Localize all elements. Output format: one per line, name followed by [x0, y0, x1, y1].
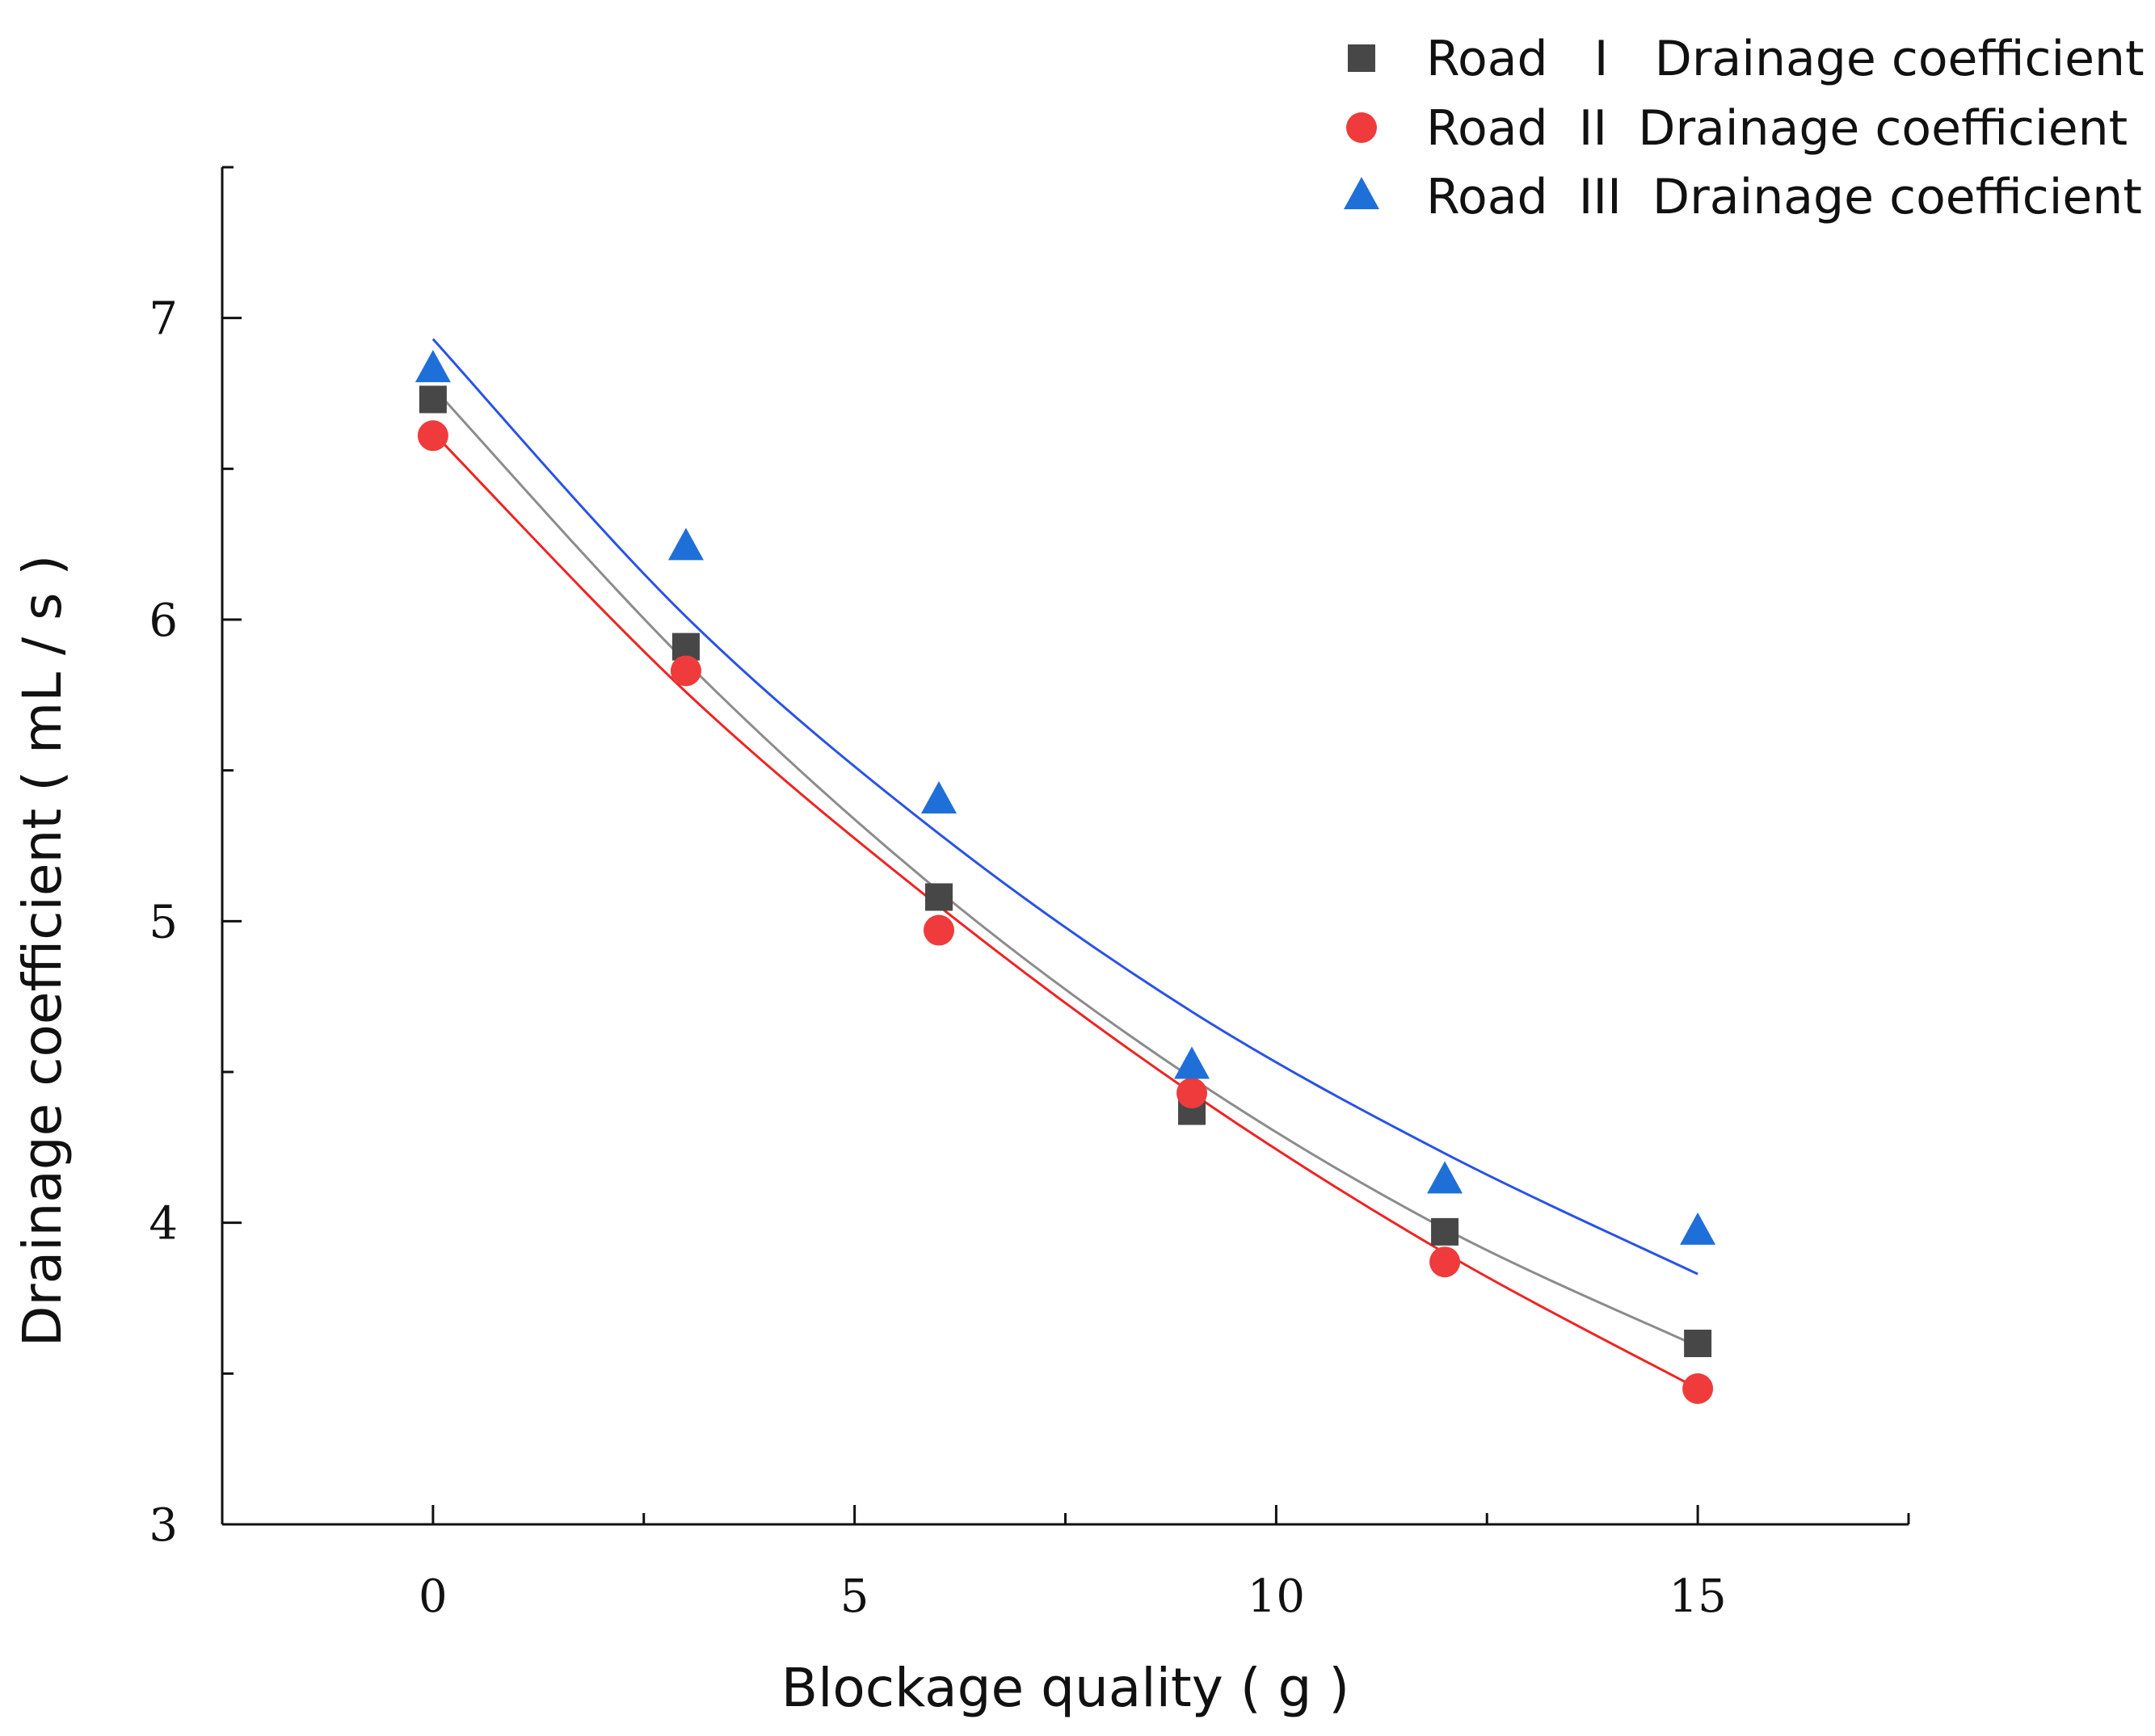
data-point-series-3	[1174, 1046, 1210, 1079]
legend-marker-series-3	[1344, 177, 1379, 209]
data-point-series-2	[1682, 1373, 1714, 1404]
fit-lines	[431, 338, 1698, 1390]
fit-line-series-2	[431, 431, 1698, 1390]
data-point-series-3	[920, 781, 957, 813]
x-tick-label: 10	[1248, 1570, 1305, 1623]
data-point-series-1	[1431, 1217, 1459, 1246]
legend-label-series-1: Road I Drainage coefficient	[1426, 31, 2144, 87]
data-point-series-3	[415, 350, 451, 383]
legend: Road I Drainage coefficient Road II Drain…	[1344, 31, 2144, 225]
markers	[415, 350, 1716, 1404]
x-axis-title: Blockage quality ( g )	[781, 1657, 1349, 1719]
legend-marker-series-2	[1346, 112, 1377, 143]
x-tick-label: 15	[1669, 1570, 1726, 1623]
y-tick-label: 3	[149, 1499, 178, 1552]
y-tick-label: 4	[149, 1198, 178, 1251]
data-point-series-1	[1684, 1330, 1712, 1357]
axes: 0 5 10 15 3 4 5 6 7 Blockage quality ( g ) Drainag…	[11, 166, 1910, 1719]
legend-label-series-3: Road III Drainage coefficient	[1426, 169, 2142, 225]
data-point-series-2	[417, 420, 448, 452]
data-point-series-2	[1429, 1246, 1461, 1278]
y-tick-label: 5	[149, 896, 178, 948]
data-point-series-3	[1680, 1212, 1716, 1245]
legend-label-series-2: Road II Drainage coefficient	[1426, 100, 2128, 157]
data-point-series-3	[667, 528, 704, 561]
x-tick-label: 5	[840, 1570, 869, 1623]
data-point-series-1	[419, 385, 447, 414]
data-point-series-3	[1427, 1161, 1463, 1194]
y-tick-label: 7	[149, 293, 178, 346]
fit-line-series-1	[431, 386, 1698, 1348]
data-point-series-2	[670, 655, 701, 687]
x-tick-label: 0	[419, 1570, 448, 1623]
y-axis-title: Drainage coefficient ( mL / s )	[11, 555, 74, 1347]
data-point-series-2	[1176, 1078, 1208, 1109]
fit-line-series-3	[431, 338, 1698, 1276]
data-point-series-1	[924, 883, 953, 911]
data-point-series-2	[923, 914, 954, 946]
y-tick-label: 6	[149, 595, 178, 647]
legend-marker-series-1	[1348, 44, 1375, 72]
